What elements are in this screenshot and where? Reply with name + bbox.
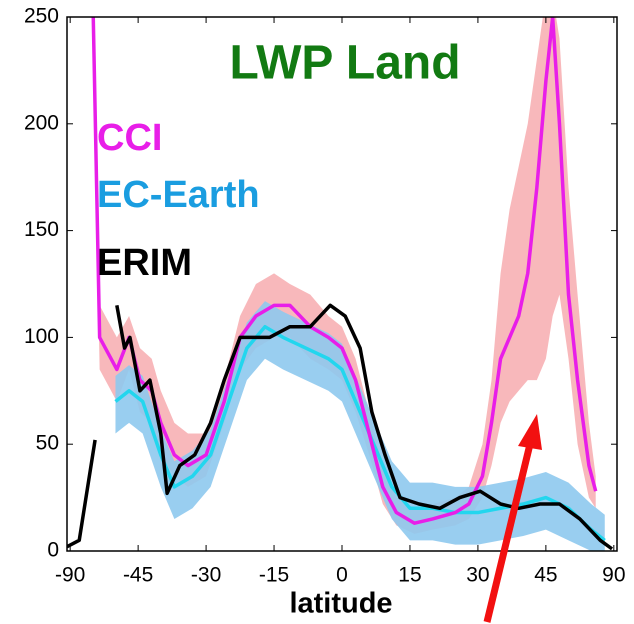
x-tick-label: -30 [191,564,221,587]
x-tick-label: 30 [466,564,489,587]
arrow [483,414,542,623]
arrow-shaft [483,439,535,623]
y-tick-label: 150 [24,218,59,241]
y-tick-label: 0 [47,539,59,562]
chart-title: LWP Land [229,37,460,90]
legend-entry: EC-Earth [97,174,260,216]
x-tick-label: 45 [534,564,557,587]
y-tick-label: 200 [24,111,59,134]
x-axis-label: latitude [289,588,392,620]
legend-entry: ERIM [97,242,192,284]
legend-entry: CCI [97,117,162,159]
y-tick-label: 50 [36,432,59,455]
line [91,17,598,525]
x-tick-label: -45 [123,564,153,587]
x-tick-label: -15 [259,564,289,587]
band [93,17,596,534]
x-tick-label: 15 [398,564,421,587]
x-tick-label: 90 [602,564,625,587]
x-tick-label: 0 [336,564,348,587]
x-tick-label: -90 [55,564,85,587]
y-tick-label: 100 [24,325,59,348]
y-tick-label: 250 [24,5,59,28]
band [115,301,605,551]
arrow-head [518,414,542,450]
